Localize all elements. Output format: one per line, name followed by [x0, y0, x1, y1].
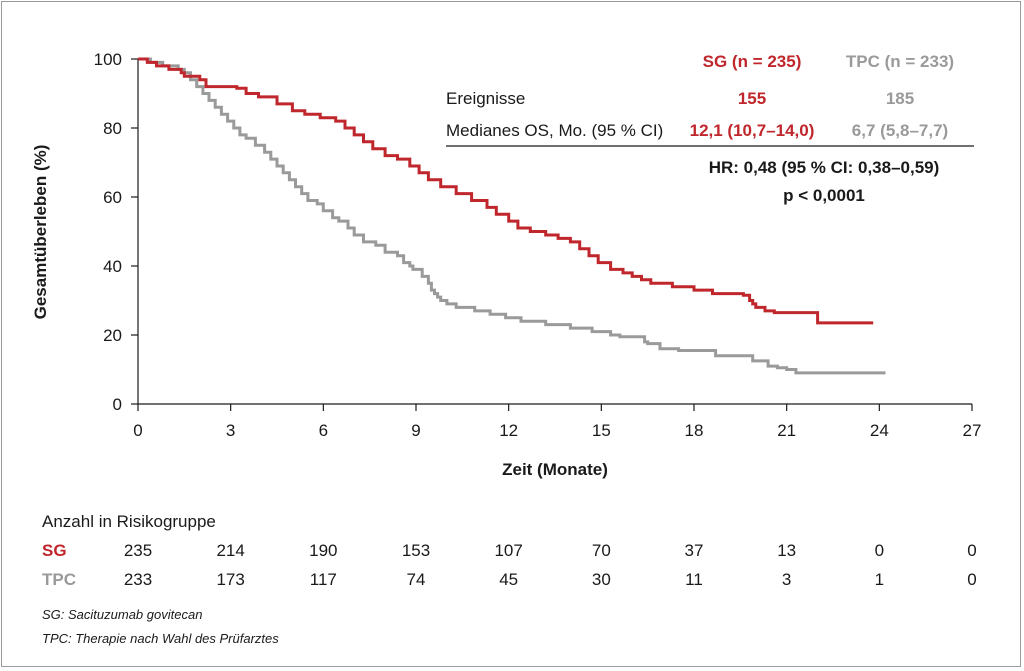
risk-cell: 107: [494, 541, 522, 560]
footnote-tpc: TPC: Therapie nach Wahl des Prüfarztes: [42, 631, 279, 646]
x-tick-label: 0: [133, 421, 142, 440]
x-tick-label: 27: [963, 421, 982, 440]
risk-cell: 153: [402, 541, 430, 560]
y-tick-label: 0: [113, 395, 122, 414]
sg-events: 155: [738, 89, 766, 108]
median-label: Medianes OS, Mo. (95 % CI): [446, 121, 663, 140]
risk-cell: 233: [124, 570, 152, 589]
risk-cell: 0: [967, 570, 976, 589]
risk-cell: 1: [875, 570, 884, 589]
risk-cell: 0: [967, 541, 976, 560]
y-tick-label: 80: [103, 119, 122, 138]
y-tick-label: 20: [103, 326, 122, 345]
x-tick-label: 9: [411, 421, 420, 440]
risk-cell: 0: [875, 541, 884, 560]
tpc-header: TPC (n = 233): [846, 52, 954, 71]
sg-header: SG (n = 235): [703, 52, 802, 71]
risk-table-title: Anzahl in Risikogruppe: [42, 512, 216, 531]
risk-cell: 190: [309, 541, 337, 560]
risk-cell: 235: [124, 541, 152, 560]
risk-cell: 173: [216, 570, 244, 589]
y-tick-label: 100: [94, 50, 122, 69]
y-ticks: 0 20 40 60 80 100: [94, 50, 138, 414]
x-ticks: 0 3 6 9 12 15 18 21 24 27: [133, 404, 981, 440]
x-tick-label: 18: [685, 421, 704, 440]
x-tick-label: 24: [870, 421, 889, 440]
x-axis-label: Zeit (Monate): [502, 460, 608, 479]
risk-row-label-tpc: TPC: [42, 570, 76, 589]
risk-cell: 30: [592, 570, 611, 589]
risk-cell: 13: [777, 541, 796, 560]
hazard-ratio: HR: 0,48 (95 % CI: 0,38–0,59): [709, 158, 940, 177]
x-tick-label: 12: [499, 421, 518, 440]
risk-table: Anzahl in Risikogruppe SG TPC 235 214 190 1…: [42, 512, 977, 589]
stats-box: SG (n = 235) TPC (n = 233) Ereignisse 15…: [446, 52, 974, 205]
axes: [137, 59, 972, 405]
y-axis-label: Gesamtüberleben (%): [31, 145, 50, 320]
events-label: Ereignisse: [446, 89, 525, 108]
y-tick-label: 40: [103, 257, 122, 276]
risk-cell: 3: [782, 570, 791, 589]
tpc-median: 6,7 (5,8–7,7): [852, 121, 948, 140]
risk-cell: 37: [685, 541, 704, 560]
x-tick-label: 15: [592, 421, 611, 440]
risk-cell: 117: [310, 570, 337, 589]
risk-cell: 70: [592, 541, 611, 560]
x-tick-label: 6: [319, 421, 328, 440]
x-tick-label: 3: [226, 421, 235, 440]
tpc-events: 185: [886, 89, 914, 108]
p-value: p < 0,0001: [783, 186, 865, 205]
risk-cell: 45: [499, 570, 518, 589]
curve-sg: [138, 57, 874, 325]
risk-cell: 214: [216, 541, 244, 560]
survival-curves: [138, 57, 886, 375]
sg-median: 12,1 (10,7–14,0): [690, 121, 815, 140]
risk-cell: 74: [407, 570, 426, 589]
risk-row-label-sg: SG: [42, 541, 67, 560]
curve-tpc: [138, 57, 886, 375]
x-tick-label: 21: [777, 421, 796, 440]
risk-cell: 11: [685, 570, 703, 589]
y-tick-label: 60: [103, 188, 122, 207]
footnote-sg: SG: Sacituzumab govitecan: [42, 607, 202, 622]
